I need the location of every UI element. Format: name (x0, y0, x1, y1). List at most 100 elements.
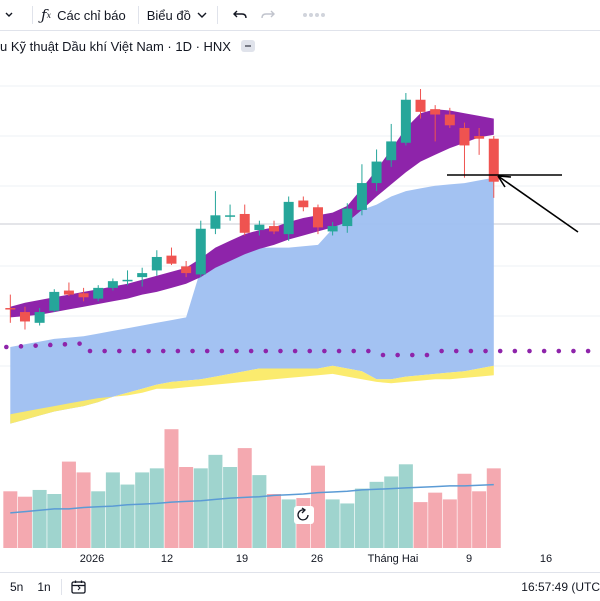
chart-type-dropdown[interactable]: Biểu đồ (147, 0, 209, 30)
volume-bar (135, 472, 150, 548)
candle-body (254, 224, 265, 231)
lagging-dot (366, 348, 371, 354)
lagging-dot (571, 348, 576, 354)
candle-body (107, 281, 118, 288)
volume-bar (486, 468, 501, 548)
lagging-dot (322, 348, 327, 354)
lagging-dot (512, 348, 518, 354)
reset-icon (297, 509, 309, 521)
candle-body (19, 312, 30, 322)
volume-bar (32, 489, 47, 548)
time-axis-label: 12 (161, 553, 173, 565)
volume-bar (47, 494, 62, 548)
time-axis-label: 9 (466, 553, 472, 565)
toolbar-divider (32, 6, 33, 24)
candle-body (93, 287, 104, 299)
arrow-drawing[interactable] (497, 175, 579, 233)
candle-body (474, 136, 485, 139)
symbol-legend: u Kỹ thuật Dầu khí Việt Nam · 1D · HNX (0, 38, 255, 54)
candle-body (327, 226, 338, 232)
volume-bar (17, 496, 32, 548)
volume-bar (384, 476, 399, 548)
lagging-dot (117, 348, 122, 354)
candle-body (63, 290, 74, 295)
lagging-dot (248, 348, 254, 354)
more-options-button[interactable] (294, 0, 334, 30)
bearish-cloud (10, 365, 494, 424)
candle-body (166, 255, 177, 264)
minus-icon (244, 45, 251, 47)
volume-bar (457, 473, 472, 548)
volume-bar (252, 475, 267, 548)
volume-bar (398, 464, 413, 548)
candle-body (342, 208, 353, 227)
volume-bar (472, 491, 487, 548)
price-chart[interactable]: 2026 12 19 26 Tháng Hai 9 16 (0, 56, 600, 572)
lagging-dot (190, 348, 195, 354)
volume-bar (76, 472, 91, 548)
lagging-dot (4, 344, 9, 350)
lagging-dot (585, 348, 591, 354)
redo-icon (261, 10, 275, 19)
time-axis-label: 2026 (80, 553, 104, 565)
volume-bar (223, 467, 238, 548)
lagging-dot (395, 352, 400, 358)
volume-bar (325, 499, 340, 548)
symbol-title[interactable]: u Kỹ thuật Dầu khí Việt Nam · 1D · HNX (0, 38, 231, 54)
arrow-head-icon (497, 175, 512, 188)
lagging-span-dots (4, 341, 591, 358)
clock-timezone[interactable]: 16:57:49 (UTC (521, 580, 600, 594)
candle-body (386, 141, 397, 161)
reset-scale-button[interactable] (294, 506, 314, 524)
more-dots-icon (302, 13, 325, 17)
lagging-dot (33, 343, 38, 348)
volume-bar (120, 484, 135, 548)
lagging-dot (439, 348, 444, 354)
candle-body (430, 109, 441, 115)
candlesticks (5, 89, 499, 330)
volume-bar (354, 488, 369, 548)
chevron-down-icon (5, 12, 13, 17)
go-to-date-button[interactable] (70, 579, 88, 595)
range-1m-button[interactable]: 1n (37, 580, 51, 594)
candle-body (137, 273, 148, 278)
volume-bar (413, 502, 428, 548)
sidebar-toggle-button[interactable] (0, 0, 24, 30)
lagging-dot (146, 348, 151, 354)
volume-bar (369, 481, 384, 548)
volume-bar (164, 429, 179, 548)
lagging-dot (453, 348, 459, 354)
volume-bar (179, 467, 194, 548)
candle-body (34, 312, 45, 323)
lagging-dot (234, 348, 239, 354)
lagging-dot (77, 341, 82, 346)
volume-bar (105, 472, 120, 548)
lagging-dot (87, 348, 93, 354)
candle-body (78, 293, 89, 298)
lagging-dot (336, 348, 342, 354)
volume-bar (281, 499, 296, 548)
lagging-dot (263, 348, 269, 354)
bullish-cloud (10, 177, 494, 424)
lagging-dot (380, 352, 386, 358)
collapse-legend-button[interactable] (240, 40, 255, 52)
toolbar-divider (216, 6, 218, 24)
toolbar-divider (60, 579, 62, 595)
time-axis-label: 19 (236, 553, 248, 565)
candle-body (356, 183, 367, 210)
volume-bars (3, 429, 501, 548)
volume-ma-line (10, 483, 494, 514)
lagging-dot (175, 348, 181, 354)
candle-body (488, 138, 499, 182)
candle-body (283, 201, 294, 235)
candle-body (371, 161, 382, 184)
candle-body (415, 99, 426, 112)
volume-bar (428, 492, 443, 548)
undo-icon (232, 10, 247, 19)
redo-button[interactable] (254, 0, 282, 30)
range-5d-button[interactable]: 5n (10, 580, 24, 594)
undo-button[interactable] (226, 0, 254, 30)
time-axis[interactable]: 2026 12 19 26 Tháng Hai 9 16 (80, 553, 552, 565)
